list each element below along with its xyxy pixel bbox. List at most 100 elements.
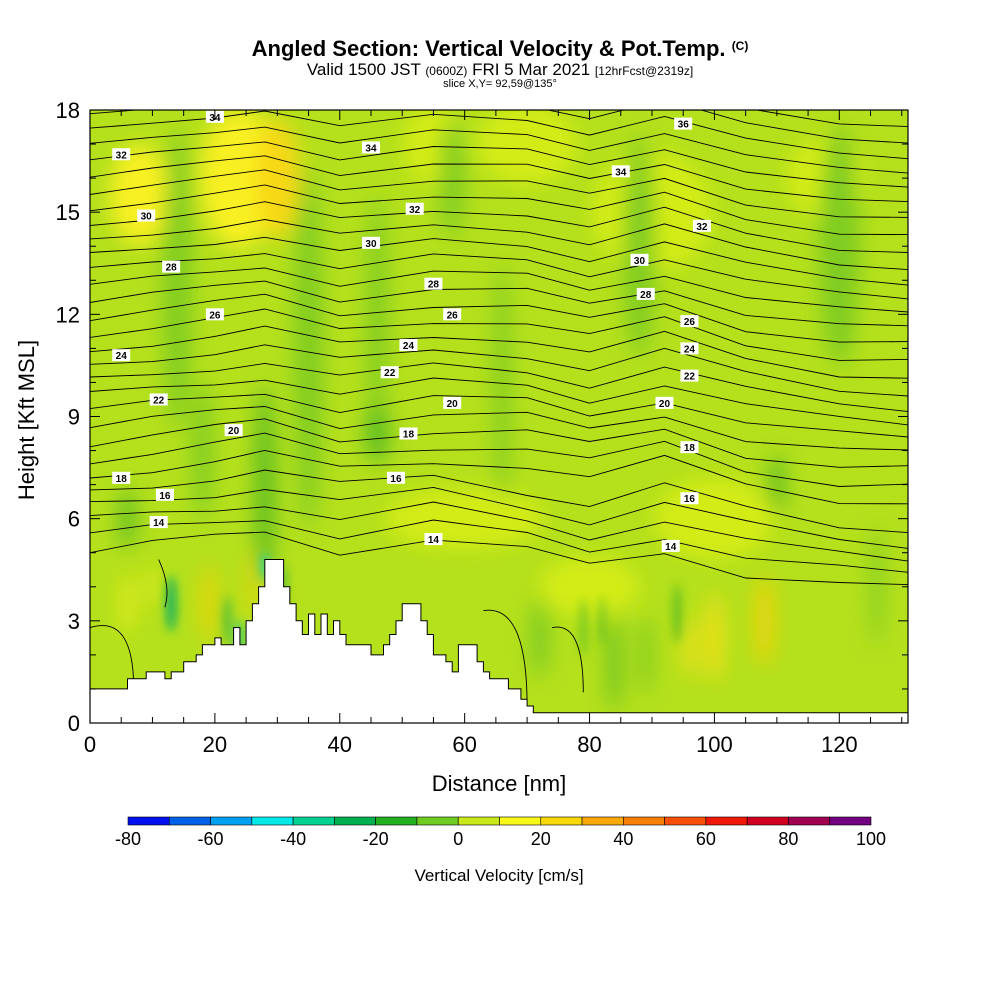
velocity-cell (384, 488, 545, 549)
velocity-cell (768, 454, 785, 515)
velocity-cell (673, 584, 680, 645)
colorbar-tick-label: 40 (613, 829, 633, 849)
velocity-cell (756, 575, 773, 666)
contour-label: 30 (630, 253, 649, 267)
velocity-cell (122, 573, 133, 634)
contour-label-text: 30 (141, 212, 153, 223)
contour-label-text: 24 (116, 351, 128, 362)
contour-label: 20 (443, 396, 462, 410)
theta-contour (90, 325, 908, 379)
contour-label-text: 24 (684, 344, 696, 355)
contour-label: 18 (680, 441, 699, 454)
velocity-cell (224, 595, 231, 646)
x-axis: 0 20 40 60 80 100 120 (84, 110, 903, 757)
x-tick-label: 80 (577, 732, 601, 757)
colorbar-swatch (251, 816, 294, 826)
colorbar-tick-label: -40 (280, 829, 306, 849)
theta-contour (90, 126, 908, 174)
colorbar-swatch (416, 816, 459, 826)
velocity-cell (623, 136, 656, 357)
contour-label: 28 (636, 287, 655, 301)
velocity-field (90, 110, 908, 723)
contour-label-text: 30 (365, 239, 377, 250)
contour-label-text: 18 (684, 443, 696, 454)
contour-label: 18 (399, 427, 418, 441)
theta-contour (90, 280, 908, 327)
contour-label-text: 30 (634, 256, 646, 267)
colorbar-tick-label: 0 (453, 829, 463, 849)
contour-label-text: 22 (153, 395, 165, 406)
colorbar-swatch (581, 816, 624, 826)
contour-label: 26 (205, 308, 224, 321)
theta-contour (90, 219, 908, 271)
chart-title-unit: (C) (731, 39, 749, 53)
contour-label: 30 (361, 236, 380, 250)
velocity-cell (600, 595, 605, 646)
contour-label-text: 14 (428, 535, 440, 546)
contour-label: 22 (380, 366, 399, 379)
colorbar-tick-label: 100 (856, 829, 886, 849)
contour-label: 34 (361, 141, 380, 154)
contour-label: 30 (137, 209, 156, 223)
valid-time: Valid 1500 JST (0600Z) FRI 5 Mar 2021 [1… (0, 60, 1000, 80)
colorbar-swatch (127, 816, 170, 826)
contour-label-text: 20 (447, 399, 459, 410)
valid-time-day: FRI 5 Mar 2021 (472, 60, 591, 79)
contour-label-text: 16 (159, 491, 171, 502)
contour-label-text: 18 (403, 430, 415, 441)
colorbar-swatch (788, 816, 831, 826)
y-tick-label: 15 (56, 200, 80, 225)
x-tick-label: 60 (452, 732, 476, 757)
velocity-cell (119, 488, 136, 549)
contour-label: 22 (149, 393, 168, 406)
terrain (89, 559, 909, 724)
velocity-cell (202, 563, 215, 644)
contour-label: 36 (674, 117, 693, 131)
colorbar-swatch (540, 816, 583, 826)
contour-label-text: 28 (640, 290, 652, 301)
colorbar-swatch (664, 816, 707, 826)
colorbar-swatch (457, 816, 500, 826)
theta-contour (90, 155, 908, 203)
contour-label-text: 34 (365, 143, 377, 154)
velocity-cell (706, 592, 723, 683)
theta-contour (90, 393, 908, 438)
contour-label-text: 24 (403, 341, 415, 352)
x-tick-label: 100 (696, 732, 733, 757)
contour-label-text: 32 (696, 222, 708, 233)
x-tick-label: 40 (328, 732, 352, 757)
theta-contour (754, 110, 908, 128)
theta-contour (90, 625, 135, 689)
theta-contour (90, 519, 908, 573)
colorbar-swatch (499, 816, 542, 826)
colorbar-tick-label: -80 (115, 829, 141, 849)
x-tick-label: 20 (203, 732, 227, 757)
theta-contour (90, 449, 908, 505)
slice-info: slice X,Y= 92,59@135° (443, 78, 557, 90)
colorbar-tick-label: -20 (363, 829, 389, 849)
contour-label: 26 (680, 315, 699, 328)
colorbar-swatch (210, 816, 253, 826)
contour-label: 24 (399, 338, 418, 352)
theta-contour (90, 362, 908, 413)
theta-contour (90, 253, 908, 300)
contour-label-text: 20 (659, 399, 671, 410)
colorbar-swatch (746, 816, 789, 826)
contour-label: 20 (655, 396, 674, 410)
contour-label-text: 28 (428, 280, 440, 291)
theta-contour (90, 110, 908, 144)
velocity-cell (294, 168, 323, 529)
contour-label: 26 (443, 308, 462, 321)
theta-contour (90, 201, 908, 253)
contour-label-text: 14 (665, 542, 677, 553)
contour-label: 32 (112, 148, 131, 161)
contour-label-text: 36 (678, 120, 690, 131)
theta-contour (90, 110, 908, 160)
chart-title-text: Angled Section: Vertical Velocity & Pot.… (251, 36, 726, 61)
contour-label: 32 (692, 219, 711, 233)
contour-label: 16 (386, 471, 405, 485)
theta-contour (90, 267, 908, 313)
theta-contour (158, 559, 168, 608)
contour-label-text: 32 (409, 205, 421, 216)
